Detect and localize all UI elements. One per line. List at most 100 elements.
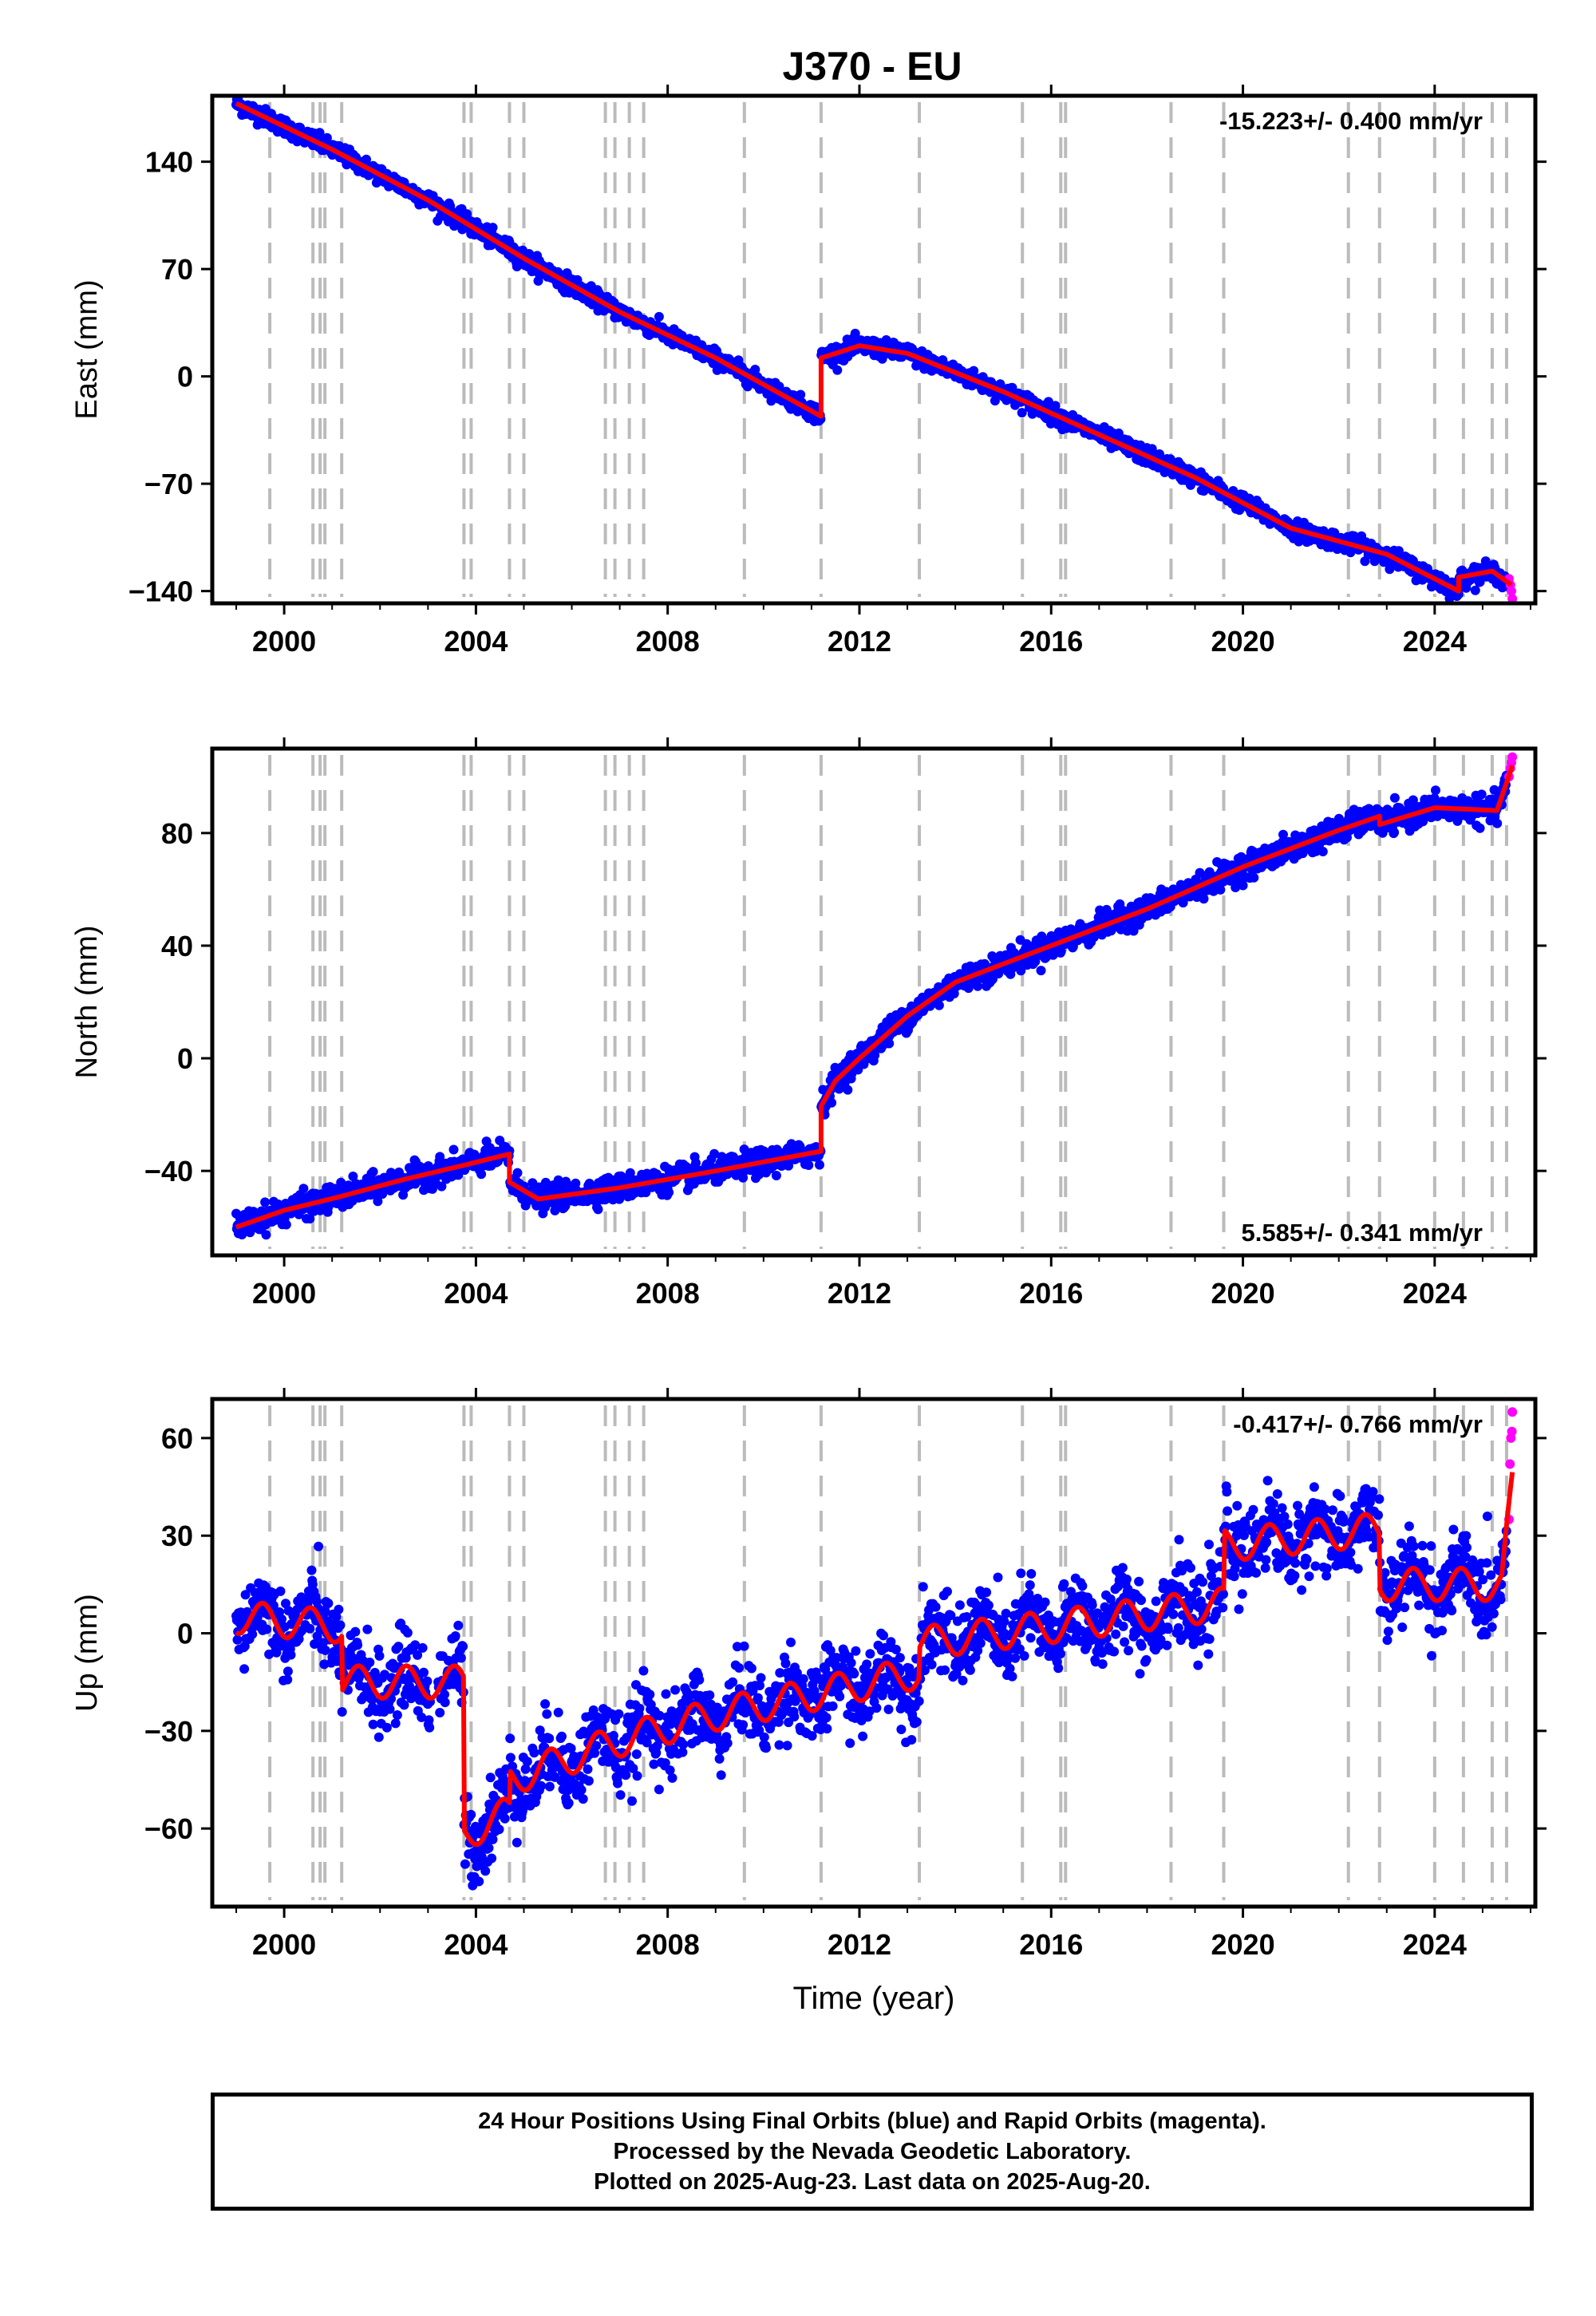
data-point — [1317, 847, 1328, 856]
data-point — [374, 1650, 385, 1661]
data-point — [750, 365, 760, 374]
data-point — [850, 328, 860, 338]
data-point — [843, 1085, 853, 1095]
data-point — [1095, 905, 1105, 915]
data-point — [281, 1219, 291, 1230]
data-point — [784, 1160, 794, 1171]
data-point — [262, 1624, 272, 1634]
rate-annotation: 5.585+/- 0.341 mm/yr — [1242, 1219, 1483, 1247]
data-point — [282, 1674, 293, 1685]
data-point — [533, 276, 543, 286]
model-line — [235, 101, 1513, 594]
data-point — [305, 1623, 315, 1634]
data-point — [1231, 883, 1241, 892]
data-point — [435, 1708, 445, 1717]
data-point — [298, 1184, 309, 1194]
data-point — [399, 1700, 409, 1710]
y-tick-label: 40 — [161, 930, 193, 962]
data-point — [362, 1624, 373, 1634]
data-point — [334, 1604, 344, 1614]
y-tick-label: 0 — [177, 1042, 193, 1075]
data-point — [709, 1148, 720, 1159]
data-point — [240, 1590, 251, 1600]
data-point — [348, 1172, 358, 1181]
data-point — [1215, 884, 1226, 895]
plot-frame — [210, 746, 1538, 1258]
data-point — [1492, 818, 1503, 828]
data-point — [350, 1626, 361, 1637]
data-point — [314, 1541, 324, 1551]
y-tick-label: −40 — [144, 1155, 193, 1188]
data-point — [260, 1197, 271, 1207]
data-point — [512, 1168, 523, 1178]
data-point — [368, 1167, 378, 1177]
figure-title: J370 - EU — [782, 44, 962, 89]
data-point — [969, 366, 979, 376]
data-point — [771, 1171, 781, 1180]
data-point — [392, 1710, 402, 1720]
y-axis-label: North (mm) — [70, 925, 104, 1078]
panel-north: 2000 2004 2008 2012 2016 2020 2024−4004080Nort… — [70, 737, 1547, 1310]
data-point — [1199, 894, 1209, 904]
data-point — [247, 1629, 258, 1639]
data-point — [275, 1586, 286, 1596]
data-point — [884, 1038, 895, 1049]
data-point — [1128, 926, 1139, 936]
data-point — [1389, 828, 1400, 837]
data-point — [402, 1627, 413, 1638]
data-point — [393, 1642, 404, 1652]
data-point — [1389, 792, 1400, 803]
panel-up: 2000 2004 2008 2012 2016 2020 2024−60−3003060U… — [70, 1388, 1547, 2016]
data-point — [314, 128, 325, 138]
data-point — [832, 365, 843, 375]
rate-annotation: -15.223+/- 0.400 mm/yr — [1219, 107, 1483, 135]
data-point — [804, 1160, 814, 1170]
x-tick-label: 2016 — [1019, 1277, 1083, 1310]
rapid-point — [1506, 586, 1516, 596]
data-point — [320, 1645, 330, 1655]
data-point — [815, 1160, 824, 1170]
x-tick-label: 2020 — [1211, 625, 1275, 658]
data-point — [232, 1634, 243, 1645]
data-point — [1249, 872, 1259, 883]
data-point — [654, 311, 664, 322]
plot-frame — [210, 93, 1538, 606]
data-point — [373, 1196, 383, 1207]
data-point — [973, 981, 983, 991]
data-point — [422, 1676, 433, 1686]
data-point — [1016, 966, 1026, 976]
x-tick-label: 2020 — [1211, 1277, 1275, 1310]
y-tick-label: −140 — [128, 575, 193, 608]
y-tick-label: 0 — [177, 361, 193, 393]
data-point — [337, 1707, 347, 1717]
data-point — [435, 1152, 445, 1162]
data-point — [305, 1214, 315, 1224]
data-point — [934, 1000, 944, 1010]
y-tick-label: 140 — [145, 146, 193, 179]
data-point — [385, 1704, 395, 1714]
data-point — [1048, 950, 1058, 960]
data-point — [323, 1599, 334, 1608]
data-point — [390, 1718, 401, 1729]
model-line — [235, 765, 1515, 1230]
data-point — [373, 1732, 384, 1742]
rapid-point — [1507, 752, 1518, 762]
data-point — [417, 1642, 428, 1653]
data-point — [1470, 585, 1480, 595]
data-point — [1036, 966, 1046, 976]
y-axis-label: East (mm) — [70, 279, 104, 419]
x-tick-label: 2012 — [828, 1277, 891, 1310]
x-tick-label: 2008 — [636, 625, 700, 658]
data-area — [231, 1407, 1518, 1891]
data-point — [1056, 947, 1066, 957]
data-point — [268, 1600, 279, 1611]
x-tick-label: 2016 — [1019, 625, 1083, 658]
x-tick-label: 2024 — [1403, 1277, 1467, 1310]
data-point — [1475, 823, 1485, 833]
data-point — [593, 1204, 603, 1215]
x-tick-label: 2000 — [252, 1277, 316, 1310]
data-point — [381, 1722, 392, 1733]
data-area — [231, 96, 1518, 603]
data-point — [796, 389, 806, 400]
